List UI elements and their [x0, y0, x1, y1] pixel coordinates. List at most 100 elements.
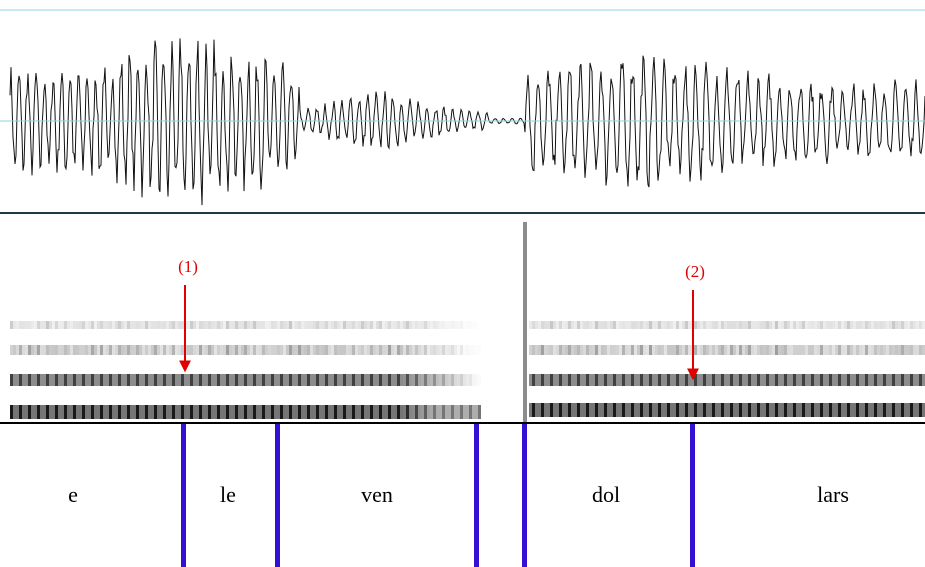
- spectrogram-cell: [718, 403, 721, 417]
- spectrogram-cell: [814, 403, 817, 417]
- spectrogram-cell: [367, 374, 370, 386]
- spectrogram-cell: [751, 345, 754, 355]
- spectrogram-cell: [217, 321, 220, 329]
- spectrogram-cell: [361, 405, 364, 419]
- spectrogram-cell: [835, 403, 838, 417]
- spectrogram-cell: [280, 405, 283, 419]
- spectrogram-cell: [427, 321, 430, 329]
- spectrogram-cell: [856, 345, 859, 355]
- spectrogram-cell: [67, 405, 70, 419]
- spectrogram-cell: [670, 321, 673, 329]
- spectrogram-cell: [880, 345, 883, 355]
- spectrogram-cell: [868, 345, 871, 355]
- spectrogram-cell: [763, 321, 766, 329]
- spectrogram-cell: [163, 374, 166, 386]
- spectrogram-cell: [691, 403, 694, 417]
- spectrogram-cell: [241, 345, 244, 355]
- spectrogram-cell: [613, 321, 616, 329]
- spectrogram-cell: [301, 405, 304, 419]
- spectrogram-cell: [298, 374, 301, 386]
- spectrogram-cell: [151, 321, 154, 329]
- spectrogram-cell: [619, 345, 622, 355]
- spectrogram-cell: [589, 403, 592, 417]
- spectrogram-cell: [802, 345, 805, 355]
- spectrogram-cell: [472, 374, 475, 386]
- spectrogram-cell: [829, 345, 832, 355]
- spectrogram-cell: [571, 321, 574, 329]
- spectrogram-cell: [61, 374, 64, 386]
- spectrogram-cell: [331, 374, 334, 386]
- spectrogram-cell: [271, 374, 274, 386]
- spectrogram-cell: [91, 345, 94, 355]
- spectrogram-cell: [826, 345, 829, 355]
- spectrogram-cell: [823, 374, 826, 386]
- spectrogram-cell: [766, 374, 769, 386]
- spectrogram-cell: [568, 321, 571, 329]
- spectrogram-cell: [895, 403, 898, 417]
- spectrogram-cell: [127, 374, 130, 386]
- spectrogram-cell: [28, 321, 31, 329]
- spectrogram-cell: [841, 321, 844, 329]
- spectrogram-cell: [640, 321, 643, 329]
- spectrogram-cell: [298, 345, 301, 355]
- spectrogram-cell: [874, 403, 877, 417]
- spectrogram-cell: [115, 374, 118, 386]
- spectrogram-cell: [10, 345, 13, 355]
- spectrogram-cell: [631, 321, 634, 329]
- spectrogram-cell: [448, 405, 451, 419]
- spectrogram-cell: [118, 405, 121, 419]
- spectrogram-cell: [379, 374, 382, 386]
- spectrogram-cell: [22, 321, 25, 329]
- spectrogram-cell: [241, 405, 244, 419]
- spectrogram-cell: [220, 321, 223, 329]
- spectrogram-cell: [805, 374, 808, 386]
- spectrogram-cell: [277, 345, 280, 355]
- spectrogram-cell: [211, 374, 214, 386]
- spectrogram-cell: [700, 403, 703, 417]
- spectrogram-cell: [442, 321, 445, 329]
- spectrogram-cell: [121, 345, 124, 355]
- spectrogram-cell: [814, 321, 817, 329]
- spectrogram-cell: [556, 374, 559, 386]
- spectrogram-cell: [607, 321, 610, 329]
- spectrogram-cell: [46, 345, 49, 355]
- spectrogram-cell: [64, 405, 67, 419]
- spectrogram-cell: [199, 405, 202, 419]
- spectrogram-cell: [895, 374, 898, 386]
- spectrogram-cell: [334, 345, 337, 355]
- spectrogram-cell: [190, 405, 193, 419]
- spectrogram-cell: [841, 345, 844, 355]
- spectrogram-cell: [67, 321, 70, 329]
- spectrogram-cell: [175, 321, 178, 329]
- spectrogram-cell: [91, 321, 94, 329]
- spectrogram-cell: [877, 403, 880, 417]
- spectrogram-cell: [871, 403, 874, 417]
- spectrogram-cell: [901, 374, 904, 386]
- spectrogram-cell: [304, 405, 307, 419]
- spectrogram-cell: [430, 321, 433, 329]
- spectrogram-cell: [265, 345, 268, 355]
- spectrogram-cell: [529, 374, 532, 386]
- spectrogram-cell: [145, 321, 148, 329]
- spectrogram-cell: [103, 321, 106, 329]
- spectrogram-cell: [595, 374, 598, 386]
- spectrogram-cell: [529, 321, 532, 329]
- spectrogram-cell: [112, 321, 115, 329]
- spectrogram-cell: [826, 321, 829, 329]
- spectrogram-cell: [703, 403, 706, 417]
- spectrogram-cell: [403, 321, 406, 329]
- spectrogram-cell: [187, 345, 190, 355]
- spectrogram-cell: [796, 321, 799, 329]
- spectrogram-cell: [598, 374, 601, 386]
- spectrogram-cell: [343, 321, 346, 329]
- spectrogram-cell: [361, 321, 364, 329]
- spectrogram-cell: [448, 321, 451, 329]
- spectrogram-cell: [427, 374, 430, 386]
- spectrogram-cell: [673, 403, 676, 417]
- spectrogram-cell: [193, 405, 196, 419]
- spectrogram-cell: [85, 405, 88, 419]
- spectrogram-cell: [805, 403, 808, 417]
- spectrogram-cell: [580, 321, 583, 329]
- spectrogram-cell: [58, 374, 61, 386]
- spectrogram-cell: [295, 374, 298, 386]
